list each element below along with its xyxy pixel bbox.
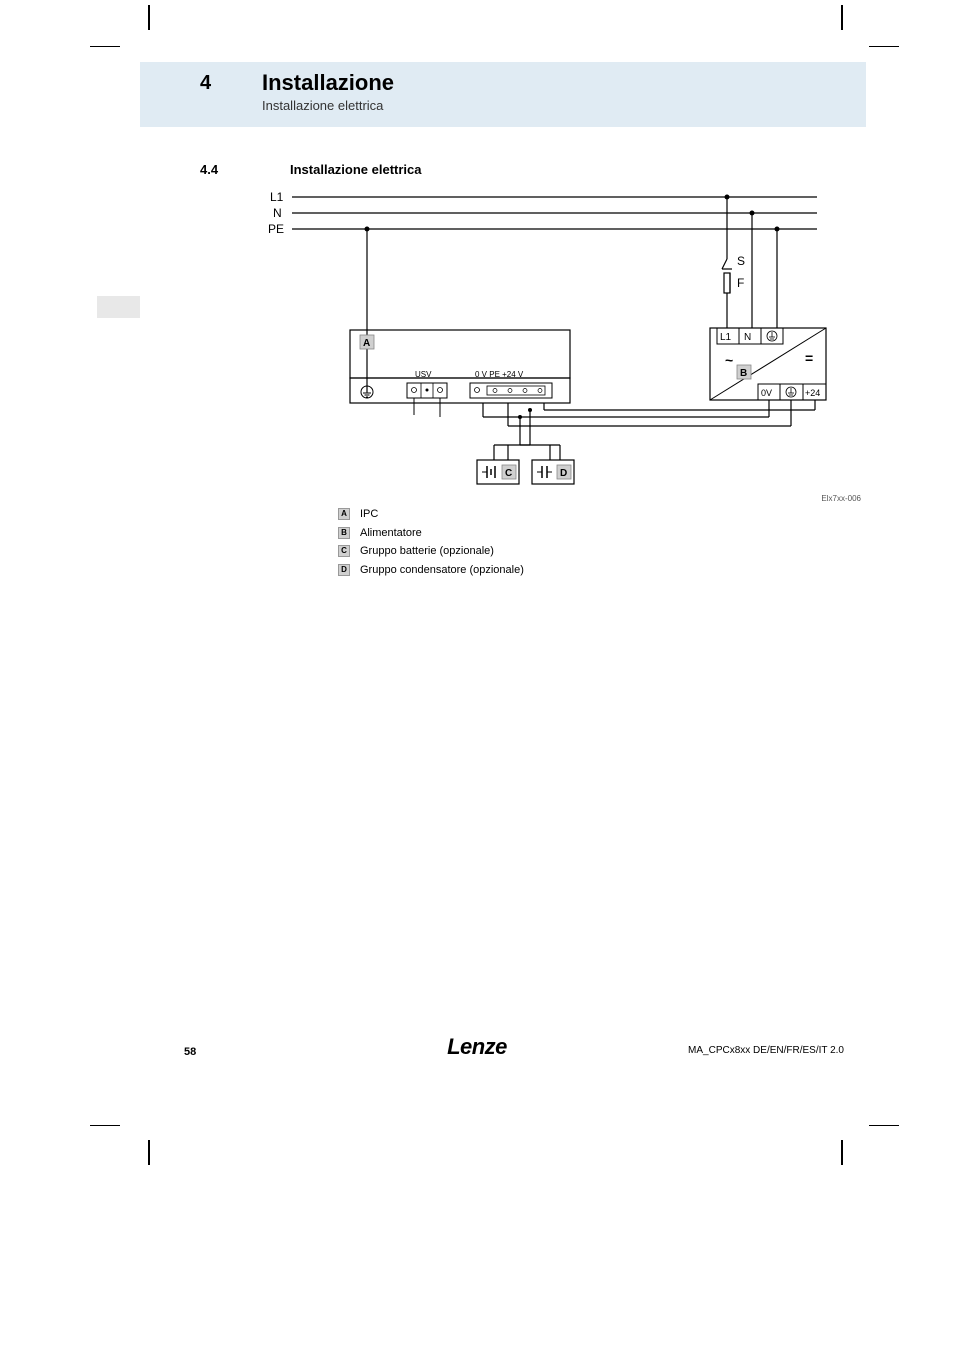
chapter-title: Installazione [262, 70, 394, 96]
legend-tag-d: D [338, 564, 350, 576]
section-title: Installazione elettrica [290, 162, 422, 177]
c-tag: C [505, 468, 512, 479]
legend-row-b: B Alimentatore [338, 525, 524, 542]
legend-tag-c: C [338, 545, 350, 557]
side-tab [97, 296, 140, 318]
bus-n-label: N [273, 206, 282, 220]
crop-mark [841, 5, 843, 30]
legend-text-a: IPC [360, 506, 378, 523]
diagram-legend: A IPC B Alimentatore C Gruppo batterie (… [338, 506, 524, 580]
crop-mark [90, 1125, 120, 1126]
legend-row-c: C Gruppo batterie (opzionale) [338, 543, 524, 560]
legend-text-c: Gruppo batterie (opzionale) [360, 543, 494, 560]
b-top-n: N [744, 332, 751, 343]
b-tag: B [740, 368, 747, 379]
legend-tag-a: A [338, 508, 350, 520]
chapter-header-band [140, 62, 866, 127]
b-ac-symbol: ~ [725, 352, 733, 368]
b-out-24: +24 [805, 388, 820, 398]
a-term-label: 0 V PE +24 V [475, 370, 524, 379]
chapter-number: 4 [200, 72, 211, 95]
a-tag: A [363, 338, 370, 349]
b-out-0v: 0V [761, 388, 772, 398]
legend-text-b: Alimentatore [360, 525, 422, 542]
a-usv-label: USV [415, 370, 432, 379]
fuse-s-label: S [737, 254, 745, 268]
fuse-f-label: F [737, 276, 744, 290]
wiring-diagram: L1 N PE S F L1 N ~ = B [262, 185, 867, 505]
legend-tag-b: B [338, 527, 350, 539]
crop-mark [841, 1140, 843, 1165]
crop-mark [148, 1140, 150, 1165]
legend-text-d: Gruppo condensatore (opzionale) [360, 562, 524, 579]
crop-mark [869, 1125, 899, 1126]
legend-row-a: A IPC [338, 506, 524, 523]
crop-mark [148, 5, 150, 30]
b-dc-symbol: = [805, 350, 813, 366]
bus-pe-label: PE [268, 222, 284, 236]
chapter-subtitle: Installazione elettrica [262, 98, 383, 113]
section-number: 4.4 [200, 162, 218, 177]
diagram-code: Elx7xx-006 [821, 494, 861, 503]
crop-mark [869, 46, 899, 47]
crop-mark [90, 46, 120, 47]
document-id: MA_CPCx8xx DE/EN/FR/ES/IT 2.0 [688, 1045, 844, 1056]
b-top-l1: L1 [720, 332, 732, 343]
bus-l1-label: L1 [270, 190, 284, 204]
legend-row-d: D Gruppo condensatore (opzionale) [338, 562, 524, 579]
d-tag: D [560, 468, 567, 479]
